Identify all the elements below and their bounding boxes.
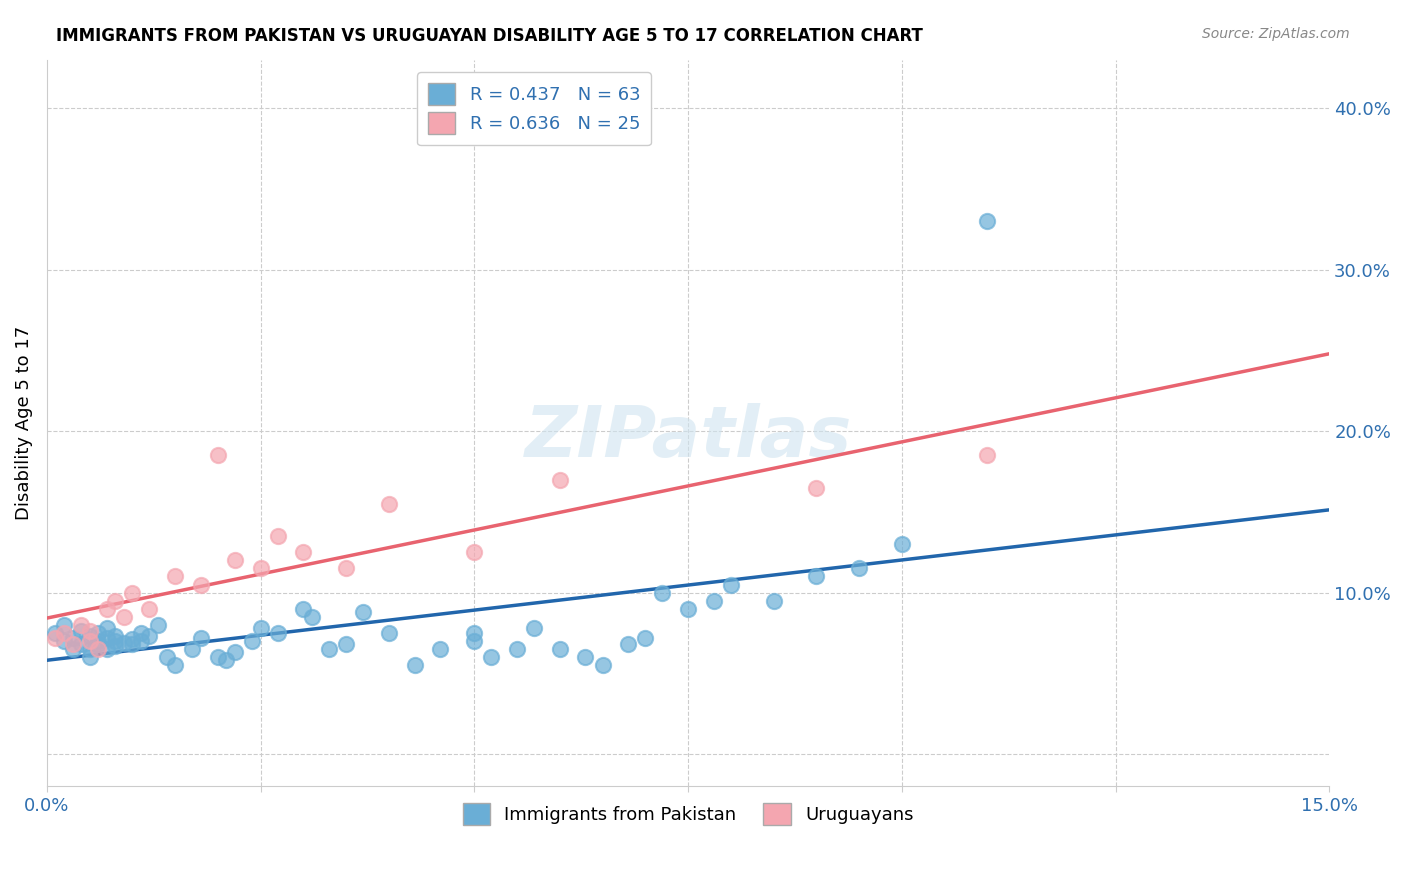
Point [762,593,785,607]
Point [138,602,160,616]
Point [121,637,143,651]
Text: Source: ZipAtlas.com: Source: ZipAtlas.com [1202,27,1350,41]
Point [129,626,152,640]
Point [548,642,571,657]
Point [634,631,657,645]
Point [592,658,614,673]
Point [112,636,135,650]
Point [267,626,290,640]
Point [70,637,93,651]
Point [335,637,357,651]
Point [53,634,76,648]
Point [207,650,229,665]
Point [62,637,84,651]
Legend: Immigrants from Pakistan, Uruguayans: Immigrants from Pakistan, Uruguayans [451,792,924,836]
Point [190,631,212,645]
Point [87,626,110,640]
Point [429,642,451,657]
Point [79,642,101,657]
Point [703,593,725,607]
Point [976,448,998,462]
Point [138,629,160,643]
Point [207,448,229,462]
Point [506,642,529,657]
Point [292,545,315,559]
Point [574,650,596,665]
Point [292,602,315,616]
Point [617,637,640,651]
Point [523,621,546,635]
Point [249,621,271,635]
Point [224,645,246,659]
Point [104,629,127,643]
Point [181,642,204,657]
Point [62,642,84,657]
Point [404,658,426,673]
Point [96,621,118,635]
Point [301,610,323,624]
Point [190,577,212,591]
Point [79,634,101,648]
Point [44,631,66,645]
Point [62,631,84,645]
Point [318,642,340,657]
Point [79,624,101,639]
Point [378,497,401,511]
Point [165,569,187,583]
Point [224,553,246,567]
Point [87,642,110,657]
Point [121,585,143,599]
Point [96,642,118,657]
Text: ZIPatlas: ZIPatlas [524,403,852,472]
Point [70,618,93,632]
Point [378,626,401,640]
Point [335,561,357,575]
Point [121,632,143,647]
Point [720,577,742,591]
Point [463,634,485,648]
Point [249,561,271,575]
Point [890,537,912,551]
Point [352,605,374,619]
Point [155,650,177,665]
Point [96,602,118,616]
Point [651,585,673,599]
Point [129,634,152,648]
Point [463,626,485,640]
Point [87,637,110,651]
Point [53,626,76,640]
Point [806,481,828,495]
Point [548,473,571,487]
Point [53,618,76,632]
Y-axis label: Disability Age 5 to 17: Disability Age 5 to 17 [15,326,32,520]
Point [104,593,127,607]
Point [848,561,870,575]
Point [976,214,998,228]
Point [44,626,66,640]
Point [112,610,135,624]
Point [104,639,127,653]
Point [267,529,290,543]
Point [79,650,101,665]
Point [165,658,187,673]
Point [215,653,238,667]
Point [96,631,118,645]
Point [463,545,485,559]
Point [70,624,93,639]
Point [806,569,828,583]
Text: IMMIGRANTS FROM PAKISTAN VS URUGUAYAN DISABILITY AGE 5 TO 17 CORRELATION CHART: IMMIGRANTS FROM PAKISTAN VS URUGUAYAN DI… [56,27,924,45]
Point [481,650,503,665]
Point [240,634,263,648]
Point [104,634,127,648]
Point [676,602,699,616]
Point [79,629,101,643]
Point [146,618,169,632]
Point [87,634,110,648]
